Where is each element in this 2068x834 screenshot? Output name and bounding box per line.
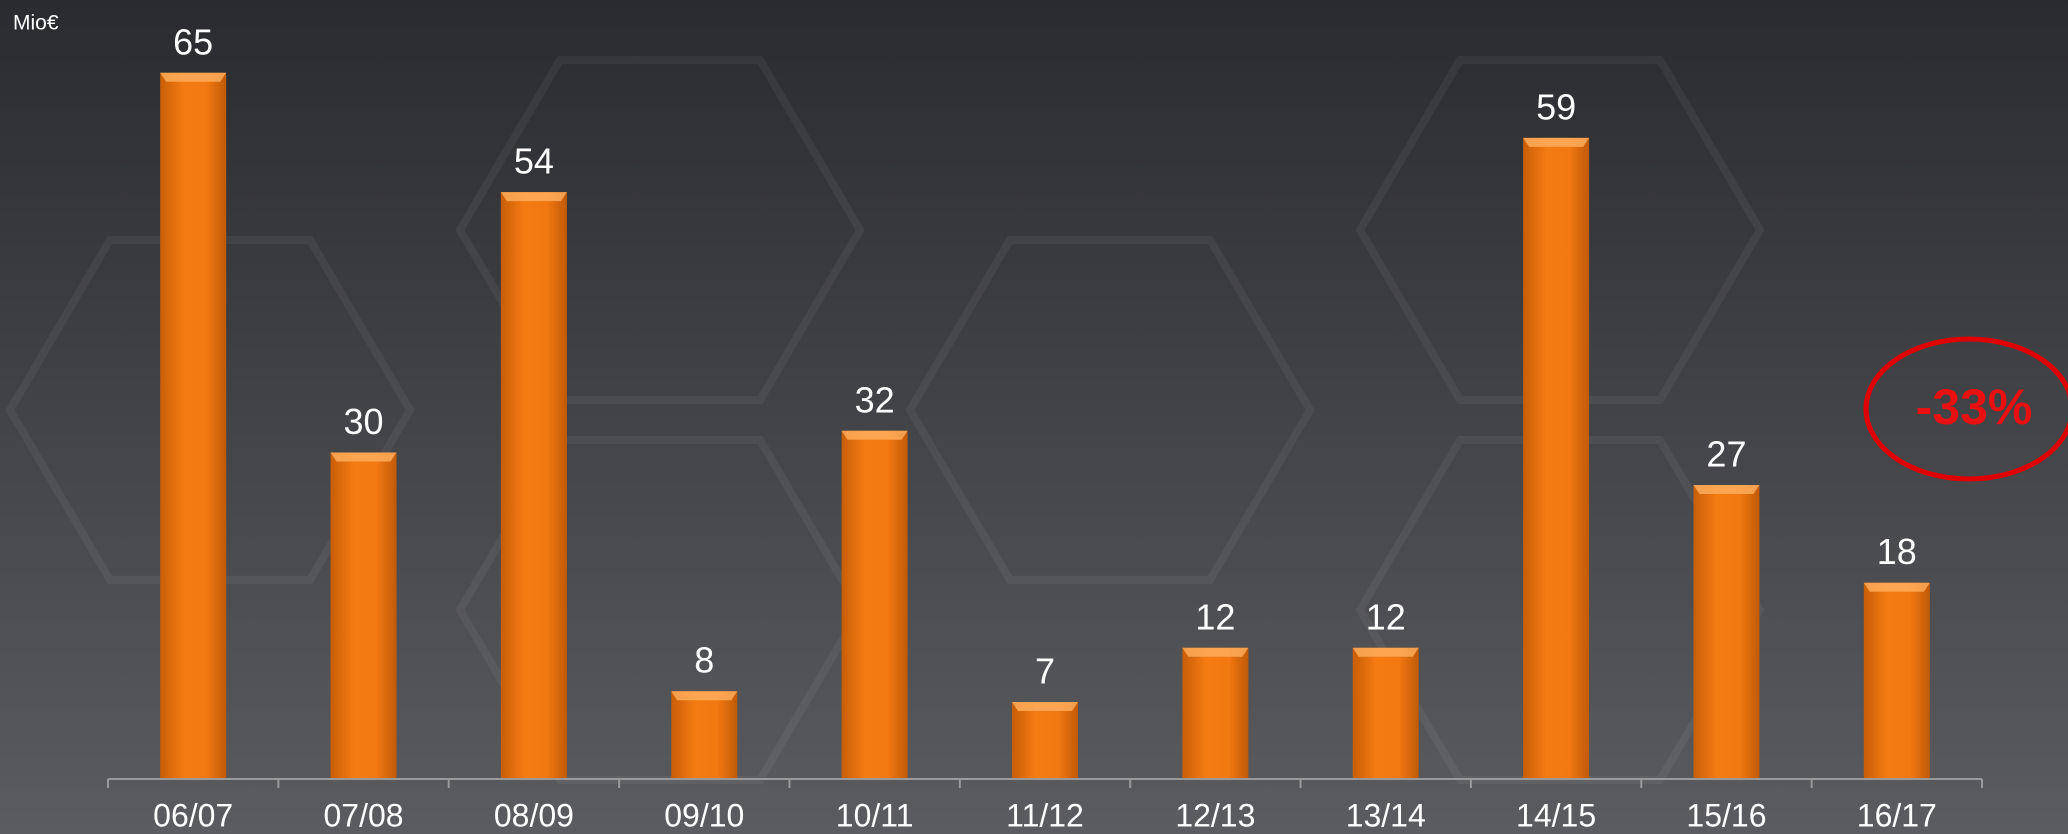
value-label: 32 [855,379,895,420]
bar [1863,582,1930,778]
bar [1523,137,1590,779]
value-label: 7 [1035,651,1055,692]
x-tick-label: 06/07 [153,797,233,833]
bar-cap [330,452,397,462]
bar [160,72,227,778]
bar-cap [1863,582,1930,592]
value-label: 30 [344,401,384,442]
annotation: -33% [1916,379,2033,435]
value-label: 12 [1366,596,1406,637]
bar-cap [160,72,227,82]
y-axis-label: Mio€ [13,12,59,35]
bar [841,430,908,778]
bar-cap [671,691,738,701]
x-tick-label: 08/09 [494,797,574,833]
x-tick-label: 07/08 [324,797,404,833]
value-label: 12 [1195,596,1235,637]
x-tick-label: 14/15 [1516,797,1596,833]
bar-cap [1523,137,1590,147]
bar-cap [841,430,908,440]
bar [1352,647,1419,778]
bar [1012,702,1078,778]
value-label: 65 [173,21,213,62]
x-tick-label: 12/13 [1175,797,1255,833]
bar [500,192,567,779]
x-tick-label: 15/16 [1686,797,1766,833]
bar [671,691,738,778]
bar [1693,485,1760,778]
bar-cap [1352,647,1419,657]
x-tick-label: 09/10 [664,797,744,833]
value-label: 8 [694,640,714,681]
bar [1182,647,1249,778]
bar-cap [1693,485,1760,495]
bar-cap [1182,647,1249,657]
x-tick-label: 13/14 [1346,797,1426,833]
value-label: 59 [1536,86,1576,127]
bar [330,452,397,778]
bar-cap [500,192,567,202]
x-tick-label: 16/17 [1857,797,1937,833]
x-tick-label: 11/12 [1006,797,1084,833]
annotation-ellipse [1863,336,2068,482]
x-tick-label: 10/11 [836,797,914,833]
value-label: 27 [1706,434,1746,475]
value-label: 54 [514,141,554,182]
value-label: 18 [1877,531,1917,572]
bar-cap [1012,702,1078,712]
